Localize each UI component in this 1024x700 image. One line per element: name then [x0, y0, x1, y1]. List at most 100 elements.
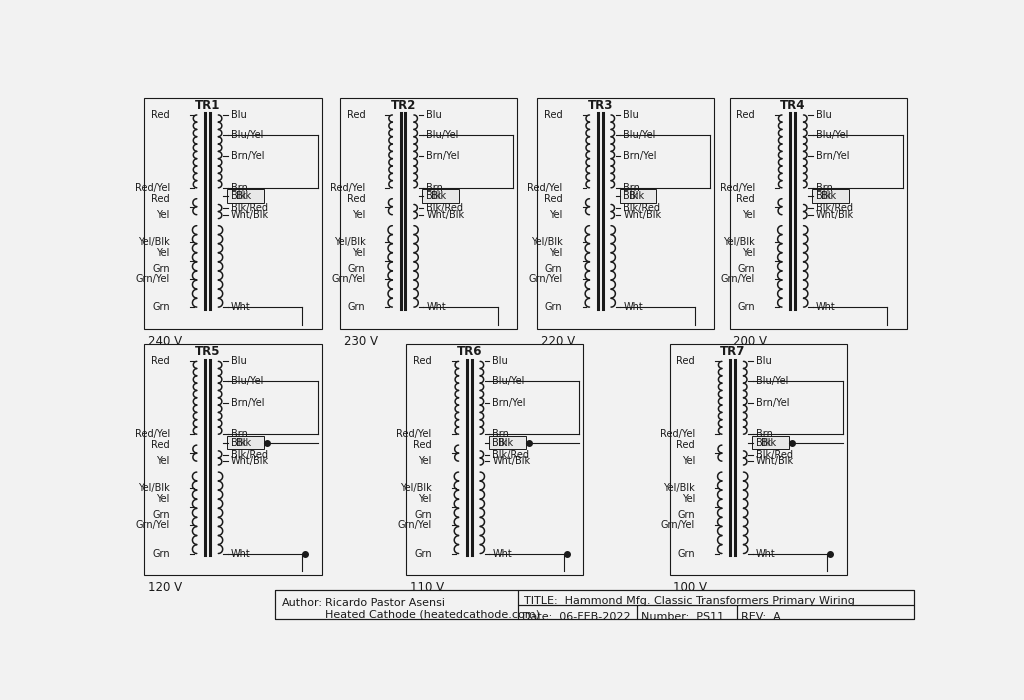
Text: Date:  06-FEB-2022: Date: 06-FEB-2022: [521, 612, 631, 622]
Text: Blk: Blk: [624, 191, 639, 201]
Text: Blk: Blk: [821, 191, 837, 201]
Text: Yel/Blk: Yel/Blk: [138, 237, 170, 247]
Text: 120 V: 120 V: [148, 582, 182, 594]
Text: 110 V: 110 V: [410, 582, 444, 594]
Text: Red/Yel: Red/Yel: [134, 429, 170, 440]
Text: Grn: Grn: [545, 264, 562, 274]
Text: Yel: Yel: [157, 248, 170, 258]
Text: Yel: Yel: [157, 456, 170, 466]
Text: Yel: Yel: [741, 248, 755, 258]
Text: TR6: TR6: [457, 346, 482, 358]
Text: TR2: TR2: [390, 99, 416, 112]
Text: Brn/Yel: Brn/Yel: [756, 398, 790, 408]
Text: 240 V: 240 V: [148, 335, 182, 348]
Text: Wht: Wht: [230, 549, 251, 559]
Text: Blu/Yel: Blu/Yel: [816, 130, 848, 139]
Text: Red: Red: [676, 440, 695, 450]
Text: Yel/Blk: Yel/Blk: [400, 483, 432, 493]
Text: Blk: Blk: [236, 191, 251, 201]
Text: TR7: TR7: [720, 346, 745, 358]
Text: Wht/Blk: Wht/Blk: [426, 210, 464, 220]
Text: Yel: Yel: [549, 248, 562, 258]
Text: Red/Yel: Red/Yel: [134, 183, 170, 193]
Bar: [144, 98, 322, 329]
Text: Grn: Grn: [348, 302, 366, 312]
Text: Blu/Yel: Blu/Yel: [426, 130, 459, 139]
Text: Grn: Grn: [153, 549, 170, 559]
Text: Wht: Wht: [493, 549, 512, 559]
Text: Blu/Yel: Blu/Yel: [230, 130, 263, 139]
Text: Yel: Yel: [157, 494, 170, 504]
Text: Grn/Yel: Grn/Yel: [331, 274, 366, 284]
Text: Red: Red: [413, 440, 432, 450]
Text: Grn/Yel: Grn/Yel: [397, 520, 432, 530]
Text: Blk: Blk: [493, 438, 508, 447]
Text: Brn: Brn: [816, 183, 833, 193]
Text: Red: Red: [544, 110, 562, 120]
Text: Grn/Yel: Grn/Yel: [660, 520, 695, 530]
Text: Blk: Blk: [498, 438, 513, 447]
Text: Blu/Yel: Blu/Yel: [756, 376, 788, 386]
Text: Yel: Yel: [352, 210, 366, 220]
Text: Yel: Yel: [682, 456, 695, 466]
Text: Yel/Blk: Yel/Blk: [723, 237, 755, 247]
Text: Blk/Red: Blk/Red: [426, 204, 463, 214]
Text: Wht/Blk: Wht/Blk: [624, 210, 662, 220]
Bar: [812, 189, 849, 203]
Bar: [737, 605, 914, 619]
Text: Grn: Grn: [153, 510, 170, 520]
Text: TR5: TR5: [195, 346, 220, 358]
Text: Blu/Yel: Blu/Yel: [493, 376, 525, 386]
Bar: [422, 189, 460, 203]
Text: Brn: Brn: [756, 429, 773, 440]
Text: Wht/Blk: Wht/Blk: [816, 210, 854, 220]
Text: Grn/Yel: Grn/Yel: [135, 520, 170, 530]
Text: Yel: Yel: [418, 494, 432, 504]
Text: Red: Red: [152, 356, 170, 366]
Text: Grn: Grn: [414, 549, 432, 559]
Text: Blu: Blu: [756, 356, 771, 366]
Text: Blu: Blu: [493, 356, 508, 366]
Text: Wht: Wht: [624, 302, 643, 312]
Text: Brn/Yel: Brn/Yel: [624, 151, 656, 162]
Text: Wht: Wht: [816, 302, 836, 312]
Bar: [275, 590, 518, 619]
Text: Blk/Red: Blk/Red: [230, 450, 267, 460]
Text: Yel: Yel: [157, 210, 170, 220]
Text: Brn: Brn: [493, 429, 509, 440]
Text: Wht/Blk: Wht/Blk: [230, 456, 268, 466]
Text: Grn: Grn: [545, 302, 562, 312]
Text: Blu/Yel: Blu/Yel: [230, 376, 263, 386]
Text: Yel: Yel: [352, 248, 366, 258]
Text: Brn: Brn: [624, 183, 640, 193]
Text: Yel/Blk: Yel/Blk: [530, 237, 562, 247]
Text: Yel/Blk: Yel/Blk: [334, 237, 366, 247]
Text: Wht/Blk: Wht/Blk: [756, 456, 794, 466]
Text: Brn: Brn: [230, 183, 248, 193]
Text: Grn: Grn: [737, 264, 755, 274]
Text: Yel: Yel: [549, 210, 562, 220]
Text: 230 V: 230 V: [344, 335, 378, 348]
Text: Red/Yel: Red/Yel: [659, 429, 695, 440]
Text: Blk: Blk: [756, 438, 771, 447]
Text: Red: Red: [347, 110, 366, 120]
Text: Brn/Yel: Brn/Yel: [230, 151, 264, 162]
Text: Blk/Red: Blk/Red: [493, 450, 529, 460]
Text: Wht/Blk: Wht/Blk: [493, 456, 530, 466]
Text: Blk: Blk: [230, 191, 246, 201]
Text: Brn: Brn: [426, 183, 443, 193]
Text: Yel: Yel: [418, 456, 432, 466]
Text: Grn/Yel: Grn/Yel: [721, 274, 755, 284]
Text: Grn: Grn: [677, 510, 695, 520]
Text: Grn/Yel: Grn/Yel: [135, 274, 170, 284]
Bar: [144, 344, 322, 575]
Text: TITLE:  Hammond Mfg. Classic Transformers Primary Wiring: TITLE: Hammond Mfg. Classic Transformers…: [524, 596, 855, 606]
Text: Grn: Grn: [348, 264, 366, 274]
Text: Grn: Grn: [677, 549, 695, 559]
Text: Red: Red: [544, 194, 562, 204]
Text: Blk: Blk: [426, 191, 441, 201]
Text: Grn: Grn: [737, 302, 755, 312]
Text: Blk/Red: Blk/Red: [624, 204, 660, 214]
Text: Brn/Yel: Brn/Yel: [816, 151, 849, 162]
Text: Blu: Blu: [816, 110, 831, 120]
